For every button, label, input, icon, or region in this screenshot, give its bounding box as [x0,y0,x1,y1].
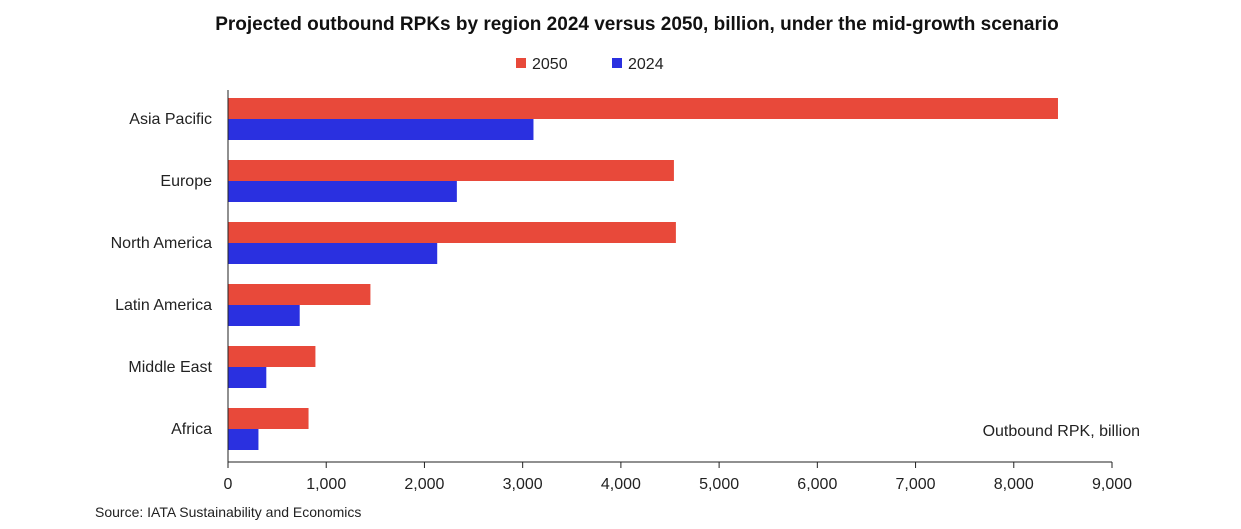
bar-africa-2050 [228,408,309,429]
bar-asia-pacific-2050 [228,98,1058,119]
bar-europe-2024 [228,181,457,202]
chart-title: Projected outbound RPKs by region 2024 v… [215,14,1059,35]
bar-europe-2050 [228,160,674,181]
bar-latin-america-2024 [228,305,300,326]
category-label-europe: Europe [160,173,212,190]
category-labels: Asia Pacific Europe North America Latin Ame… [111,111,213,438]
bar-middle-east-2024 [228,367,267,388]
category-label-asia-pacific: Asia Pacific [129,111,212,128]
category-label-north-america: North America [111,235,212,252]
x-tick-label: 7,000 [896,476,936,493]
category-label-africa: Africa [171,421,212,438]
bar-north-america-2050 [228,222,676,243]
chart-legend: 2050 2024 [516,56,664,73]
x-tick-label: 3,000 [503,476,543,493]
legend-swatch-2024 [612,58,622,68]
bar-asia-pacific-2024 [228,119,534,140]
bar-middle-east-2050 [228,346,316,367]
bar-africa-2024 [228,429,259,450]
x-tick-label: 8,000 [994,476,1034,493]
legend-swatch-2050 [516,58,526,68]
source-note: Source: IATA Sustainability and Economic… [95,504,361,520]
bar-group [228,98,1058,450]
category-label-latin-america: Latin America [115,297,212,314]
category-label-middle-east: Middle East [128,359,212,376]
bar-north-america-2024 [228,243,438,264]
x-axis-ticks: 0 1,000 2,000 3,000 4,000 5,000 6,000 7,000 8,00… [224,462,1132,493]
x-tick-label: 2,000 [404,476,444,493]
x-tick-label: 9,000 [1092,476,1132,493]
x-axis-label: Outbound RPK, billion [983,423,1140,440]
x-tick-label: 0 [224,476,233,493]
x-tick-label: 6,000 [797,476,837,493]
x-tick-label: 1,000 [306,476,346,493]
legend-label-2050: 2050 [532,56,568,73]
x-tick-label: 4,000 [601,476,641,493]
legend-label-2024: 2024 [628,56,664,73]
bar-latin-america-2050 [228,284,371,305]
x-tick-label: 5,000 [699,476,739,493]
